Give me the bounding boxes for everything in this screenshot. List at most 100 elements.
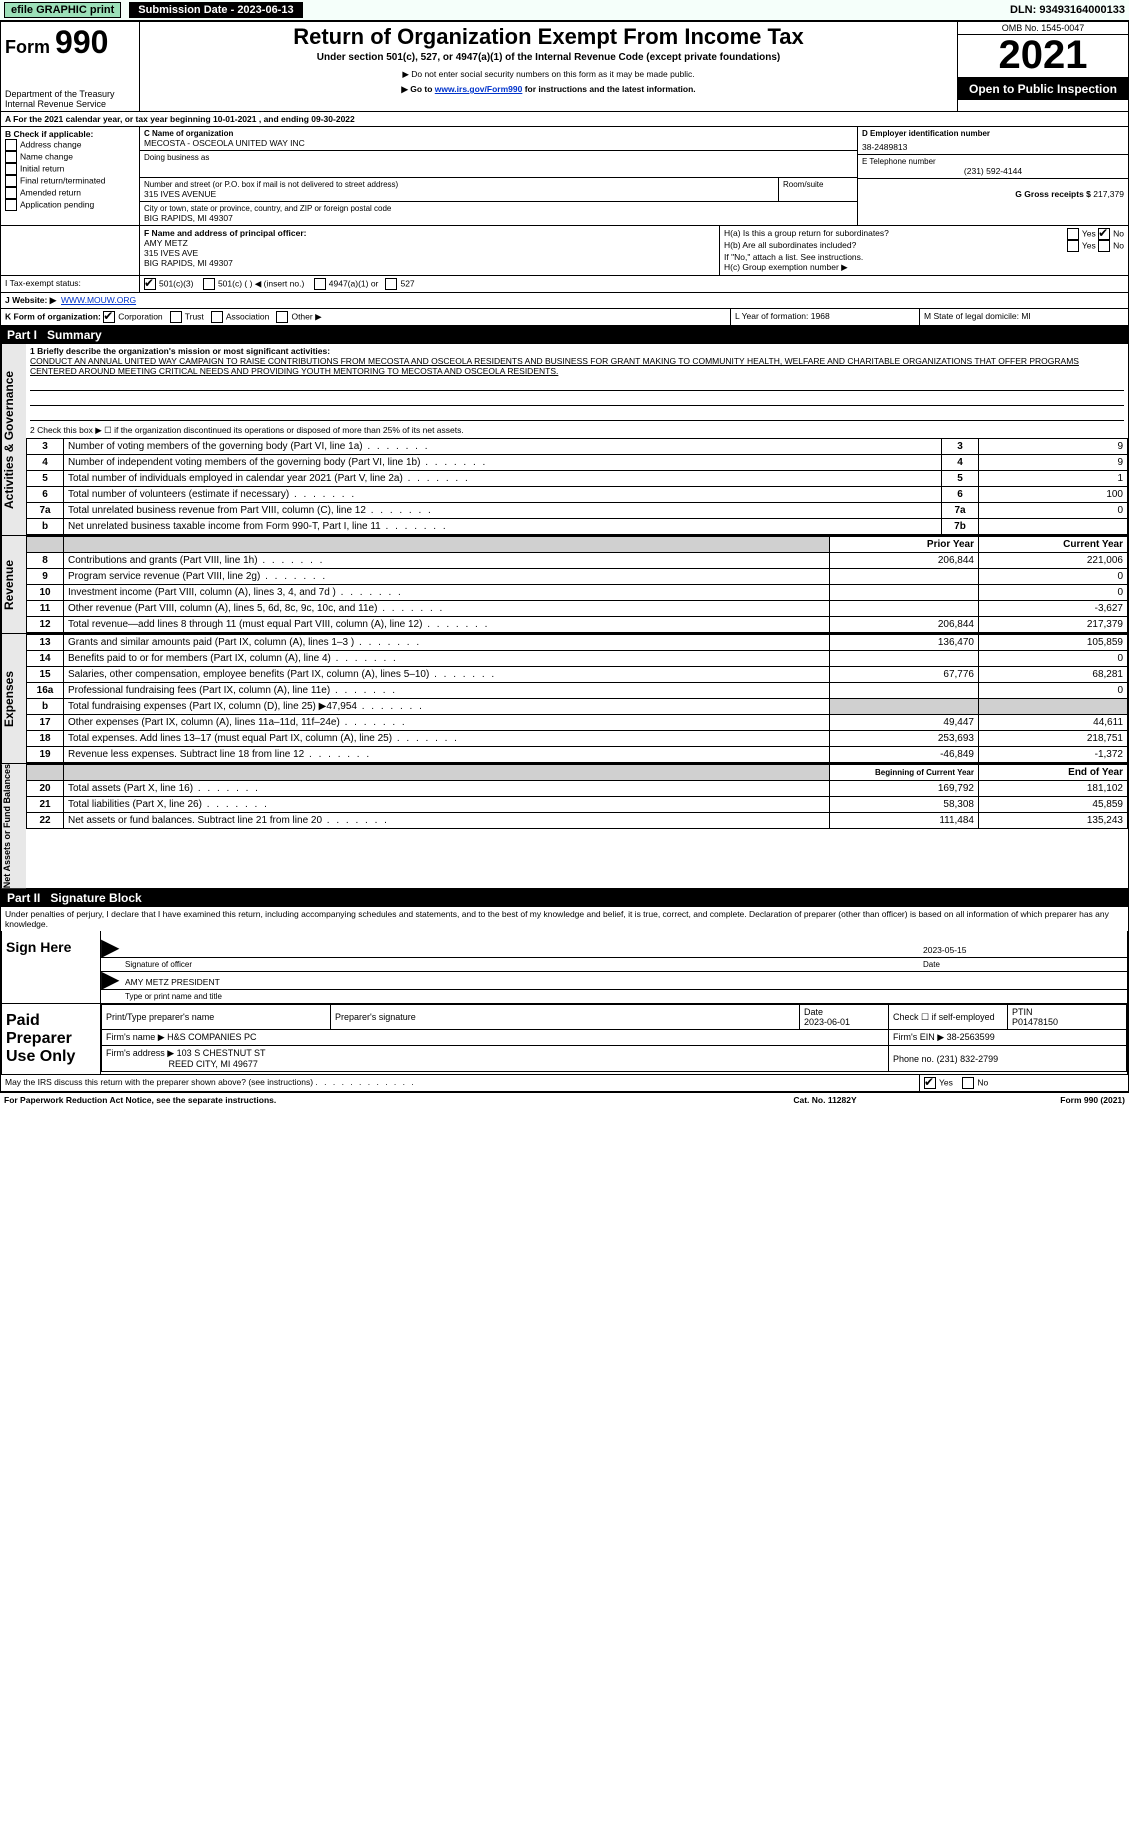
net-table: Beginning of Current Year End of Year 20… <box>26 764 1128 829</box>
cb-other[interactable] <box>276 311 288 323</box>
table-row: 14Benefits paid to or for members (Part … <box>27 651 1128 667</box>
part-i-bar: Part I Summary <box>1 326 1128 344</box>
block-fh: F Name and address of principal officer:… <box>1 226 1128 276</box>
part-i-tag: Part I <box>7 328 37 342</box>
lb-address-change: Address change <box>20 139 81 149</box>
efile-pill: efile GRAPHIC print <box>4 2 121 18</box>
table-row: 10Investment income (Part VIII, column (… <box>27 585 1128 601</box>
cb-name-change[interactable] <box>5 151 17 163</box>
cb-ha-no[interactable] <box>1098 228 1110 240</box>
hb-note: If "No," attach a list. See instructions… <box>724 252 1124 262</box>
submission-date-pill: Submission Date - 2023-06-13 <box>129 2 302 18</box>
table-row: 3Number of voting members of the governi… <box>27 439 1128 455</box>
paid-preparer-label: Paid Preparer Use Only <box>2 1004 101 1074</box>
cb-app-pending[interactable] <box>5 199 17 211</box>
sec-exp: Expenses 13Grants and similar amounts pa… <box>1 634 1128 764</box>
footer-left: For Paperwork Reduction Act Notice, see … <box>4 1095 725 1105</box>
firm-ein-label: Firm's EIN ▶ <box>893 1032 944 1042</box>
box-c: C Name of organization MECOSTA - OSCEOLA… <box>140 127 858 225</box>
sig-officer-label: Signature of officer <box>121 958 919 971</box>
ptin-label: PTIN <box>1012 1007 1033 1017</box>
cb-assoc[interactable] <box>211 311 223 323</box>
cb-501c[interactable] <box>203 278 215 290</box>
block-bcdeg: B Check if applicable: Address change Na… <box>1 127 1128 226</box>
lb-yes: Yes <box>1082 228 1096 238</box>
m-label: M State of legal domicile: MI <box>920 309 1128 325</box>
col-print: Print/Type preparer's name <box>102 1005 331 1030</box>
city-label: City or town, state or province, country… <box>144 204 853 213</box>
lb-no2: No <box>1113 240 1124 250</box>
cb-irs-yes[interactable] <box>924 1077 936 1089</box>
cb-corp[interactable] <box>103 311 115 323</box>
cb-ha-yes[interactable] <box>1067 228 1079 240</box>
phone-value: (231) 592-4144 <box>862 166 1124 176</box>
irs-link[interactable]: www.irs.gov/Form990 <box>435 84 523 94</box>
firm-ein: 38-2563599 <box>947 1032 995 1042</box>
d-label: D Employer identification number <box>862 129 1124 138</box>
line2: 2 Check this box ▶ ☐ if the organization… <box>26 423 1128 438</box>
sig-arrow-icon-2: ▶ <box>101 972 121 989</box>
box-klm: K Form of organization: Corporation Trus… <box>1 309 1128 326</box>
box-j: J Website: ▶ WWW.MOUW.ORG <box>1 293 1128 309</box>
may-irs-label: May the IRS discuss this return with the… <box>5 1077 313 1087</box>
box-d-e-g: D Employer identification number 38-2489… <box>858 127 1128 225</box>
cb-address-change[interactable] <box>5 139 17 151</box>
firm-name-label: Firm's name ▶ <box>106 1032 165 1042</box>
lb-irs-yes: Yes <box>939 1077 953 1087</box>
room-label: Room/suite <box>783 180 853 189</box>
table-row: 7aTotal unrelated business revenue from … <box>27 503 1128 519</box>
lb-assoc: Association <box>226 311 269 321</box>
tax-year: 2021 <box>958 35 1128 78</box>
footer: For Paperwork Reduction Act Notice, see … <box>0 1093 1129 1107</box>
date-label: Date <box>919 958 1127 971</box>
declaration: Under penalties of perjury, I declare th… <box>1 907 1128 931</box>
lb-final-return: Final return/terminated <box>20 175 106 185</box>
check-self: Check ☐ if self-employed <box>889 1005 1008 1030</box>
cb-initial-return[interactable] <box>5 163 17 175</box>
exp-table: 13Grants and similar amounts paid (Part … <box>26 634 1128 763</box>
officer-addr1: 315 IVES AVE <box>144 248 198 258</box>
cb-trust[interactable] <box>170 311 182 323</box>
line1-label: 1 Briefly describe the organization's mi… <box>30 346 1124 356</box>
table-row: 6Total number of volunteers (estimate if… <box>27 487 1128 503</box>
street-address: 315 IVES AVENUE <box>144 189 774 199</box>
cb-amended[interactable] <box>5 187 17 199</box>
officer-name: AMY METZ <box>144 238 188 248</box>
header-left: Form 990 Department of the Treasury Inte… <box>1 22 140 111</box>
officer-addr2: BIG RAPIDS, MI 49307 <box>144 258 233 268</box>
header-right: OMB No. 1545-0047 2021 Open to Public In… <box>957 22 1128 111</box>
box-f: F Name and address of principal officer:… <box>140 226 720 275</box>
firm-addr2: REED CITY, MI 49677 <box>169 1059 258 1069</box>
paid-preparer-block: Paid Preparer Use Only Print/Type prepar… <box>1 1004 1128 1075</box>
table-row: 9Program service revenue (Part VIII, lin… <box>27 569 1128 585</box>
table-row: 12Total revenue—add lines 8 through 11 (… <box>27 617 1128 633</box>
lb-amended: Amended return <box>20 187 81 197</box>
sec-net: Net Assets or Fund Balances Beginning of… <box>1 764 1128 889</box>
gross-receipts: 217,379 <box>1093 189 1124 199</box>
box-b: B Check if applicable: Address change Na… <box>1 127 140 225</box>
i-label: I Tax-exempt status: <box>1 276 140 292</box>
cb-irs-no[interactable] <box>962 1077 974 1089</box>
website-link[interactable]: WWW.MOUW.ORG <box>61 295 136 305</box>
j-label: J Website: ▶ <box>5 295 56 305</box>
cb-501c3[interactable] <box>144 278 156 290</box>
table-row: 19Revenue less expenses. Subtract line 1… <box>27 747 1128 763</box>
cb-4947[interactable] <box>314 278 326 290</box>
rev-table: Prior Year Current Year 8Contributions a… <box>26 536 1128 633</box>
k-label: K Form of organization: <box>5 311 101 321</box>
cb-hb-no[interactable] <box>1098 240 1110 252</box>
cb-final-return[interactable] <box>5 175 17 187</box>
lb-app-pending: Application pending <box>20 199 94 209</box>
f-label: F Name and address of principal officer: <box>144 228 306 238</box>
table-row: 13Grants and similar amounts paid (Part … <box>27 635 1128 651</box>
table-row: 17Other expenses (Part IX, column (A), l… <box>27 715 1128 731</box>
sign-here-label: Sign Here <box>2 931 101 1003</box>
table-row: bTotal fundraising expenses (Part IX, co… <box>27 699 1128 715</box>
note-post: for instructions and the latest informat… <box>525 84 696 94</box>
gov-table: 3Number of voting members of the governi… <box>26 438 1128 535</box>
footer-right: Form 990 (2021) <box>925 1095 1125 1105</box>
addr-label: Number and street (or P.O. box if mail i… <box>144 180 774 189</box>
cb-hb-yes[interactable] <box>1067 240 1079 252</box>
col-begin: Beginning of Current Year <box>830 765 979 781</box>
cb-527[interactable] <box>385 278 397 290</box>
